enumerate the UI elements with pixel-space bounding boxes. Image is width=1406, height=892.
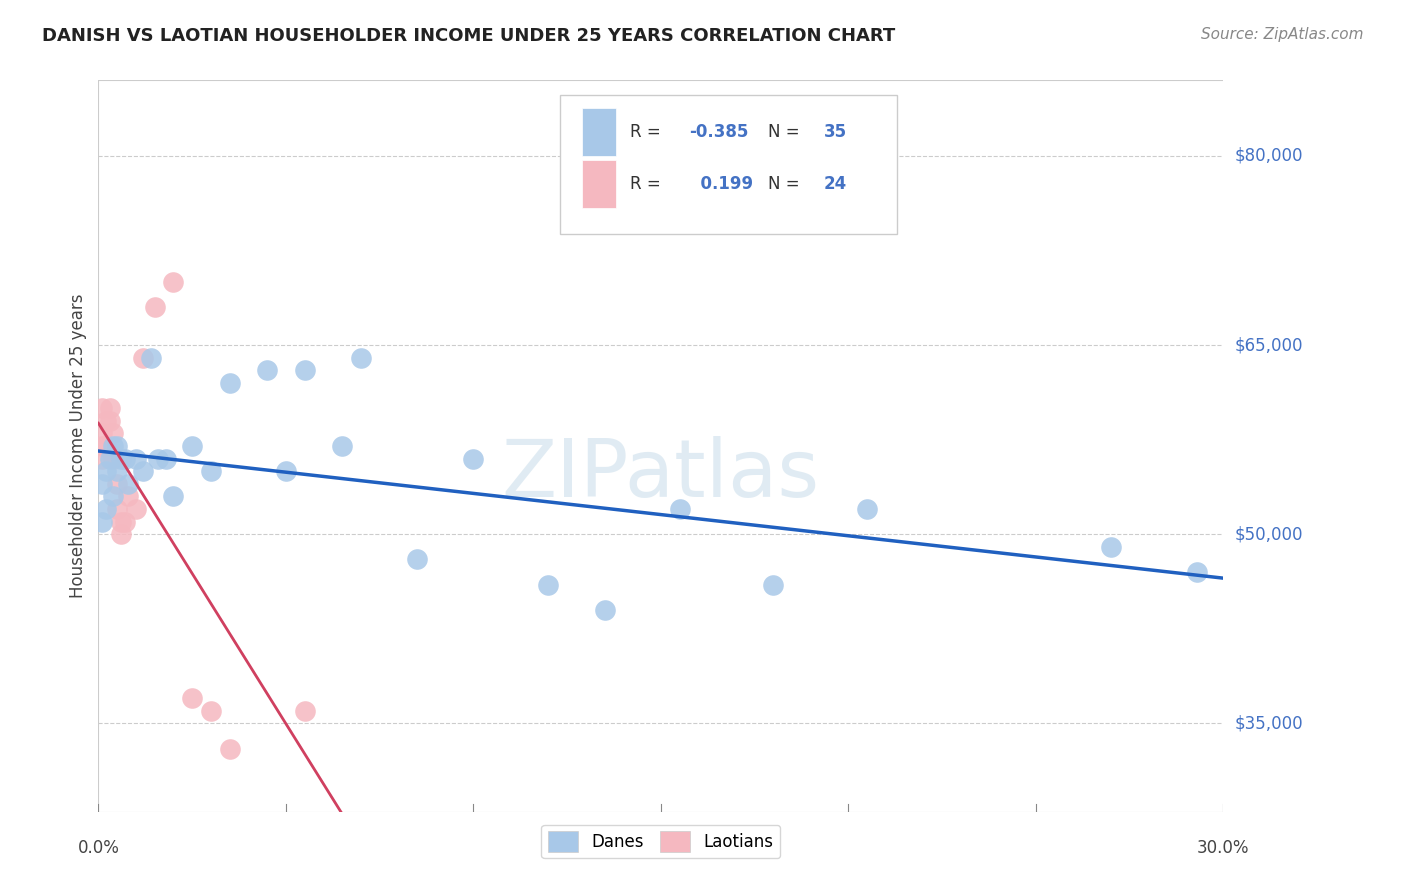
Point bbox=[94, 464, 117, 478]
Point bbox=[1099, 540, 1122, 554]
Point bbox=[181, 691, 204, 706]
Point bbox=[218, 376, 240, 390]
Text: Source: ZipAtlas.com: Source: ZipAtlas.com bbox=[1201, 27, 1364, 42]
Text: 35: 35 bbox=[824, 123, 846, 141]
Text: $65,000: $65,000 bbox=[1234, 336, 1303, 354]
Text: 30.0%: 30.0% bbox=[1197, 839, 1250, 857]
Text: $50,000: $50,000 bbox=[1234, 525, 1303, 543]
Text: 24: 24 bbox=[824, 175, 848, 194]
Text: $35,000: $35,000 bbox=[1234, 714, 1303, 732]
Text: R =: R = bbox=[630, 123, 666, 141]
Point bbox=[181, 439, 204, 453]
Point bbox=[114, 451, 136, 466]
Point bbox=[406, 552, 429, 566]
Point bbox=[125, 502, 148, 516]
FancyBboxPatch shape bbox=[582, 161, 616, 208]
Point bbox=[200, 464, 222, 478]
Point bbox=[218, 741, 240, 756]
Point bbox=[114, 515, 136, 529]
Point bbox=[274, 464, 297, 478]
Point bbox=[117, 490, 139, 504]
Point bbox=[98, 451, 121, 466]
Point bbox=[91, 439, 114, 453]
Text: ZIPatlas: ZIPatlas bbox=[502, 436, 820, 515]
Point bbox=[856, 502, 879, 516]
Text: N =: N = bbox=[768, 123, 804, 141]
Point bbox=[155, 451, 177, 466]
Point bbox=[148, 451, 170, 466]
Point bbox=[98, 414, 121, 428]
Point bbox=[105, 502, 128, 516]
Point bbox=[94, 439, 117, 453]
Point bbox=[103, 426, 125, 441]
Y-axis label: Householder Income Under 25 years: Householder Income Under 25 years bbox=[69, 293, 87, 599]
Point bbox=[125, 451, 148, 466]
Point bbox=[105, 464, 128, 478]
Point bbox=[294, 363, 316, 377]
Point bbox=[668, 502, 690, 516]
Point bbox=[162, 275, 184, 289]
Point bbox=[256, 363, 278, 377]
Point bbox=[91, 451, 114, 466]
Point bbox=[537, 578, 560, 592]
Point bbox=[132, 351, 155, 365]
Point bbox=[98, 401, 121, 416]
Point bbox=[200, 704, 222, 718]
Point bbox=[94, 502, 117, 516]
Point bbox=[162, 490, 184, 504]
Point bbox=[110, 451, 132, 466]
Point bbox=[110, 527, 132, 541]
Point bbox=[593, 603, 616, 617]
Point bbox=[91, 401, 114, 416]
Point bbox=[350, 351, 373, 365]
Point bbox=[105, 439, 128, 453]
Point bbox=[294, 704, 316, 718]
Point bbox=[103, 439, 125, 453]
Point bbox=[91, 515, 114, 529]
Point bbox=[1185, 565, 1208, 579]
Text: N =: N = bbox=[768, 175, 804, 194]
Point bbox=[139, 351, 162, 365]
Point bbox=[110, 515, 132, 529]
FancyBboxPatch shape bbox=[582, 108, 616, 156]
Point bbox=[143, 300, 166, 314]
Point bbox=[330, 439, 353, 453]
Point bbox=[91, 476, 114, 491]
Text: R =: R = bbox=[630, 175, 666, 194]
Point bbox=[132, 464, 155, 478]
Text: 0.0%: 0.0% bbox=[77, 839, 120, 857]
Text: -0.385: -0.385 bbox=[689, 123, 748, 141]
Text: 0.199: 0.199 bbox=[689, 175, 754, 194]
Point bbox=[103, 490, 125, 504]
Text: DANISH VS LAOTIAN HOUSEHOLDER INCOME UNDER 25 YEARS CORRELATION CHART: DANISH VS LAOTIAN HOUSEHOLDER INCOME UND… bbox=[42, 27, 896, 45]
FancyBboxPatch shape bbox=[560, 95, 897, 234]
Text: $80,000: $80,000 bbox=[1234, 147, 1303, 165]
Point bbox=[117, 476, 139, 491]
Point bbox=[94, 414, 117, 428]
Legend: Danes, Laotians: Danes, Laotians bbox=[541, 824, 780, 858]
Point bbox=[105, 476, 128, 491]
Point bbox=[91, 426, 114, 441]
Point bbox=[463, 451, 485, 466]
Point bbox=[103, 451, 125, 466]
Point bbox=[762, 578, 785, 592]
